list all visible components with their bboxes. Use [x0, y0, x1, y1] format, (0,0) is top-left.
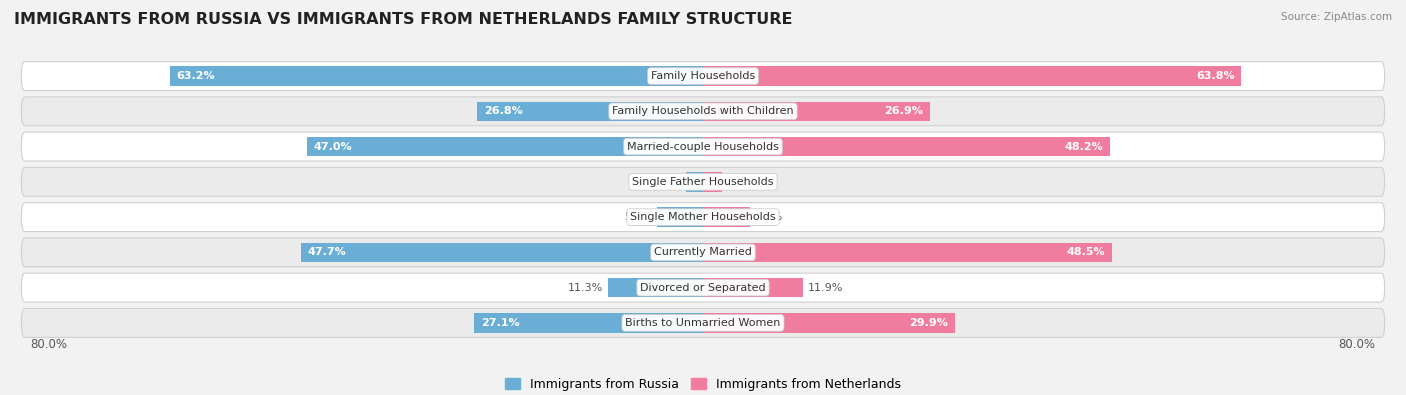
Text: 11.3%: 11.3%	[568, 283, 603, 293]
Bar	[703, 207, 751, 227]
Bar	[703, 137, 1109, 156]
Bar	[703, 243, 1112, 262]
Bar	[474, 313, 703, 333]
FancyBboxPatch shape	[21, 132, 1385, 161]
Text: 5.5%: 5.5%	[624, 212, 652, 222]
Text: 2.2%: 2.2%	[725, 177, 754, 187]
Text: 26.9%: 26.9%	[884, 106, 924, 116]
Bar	[477, 102, 703, 121]
Text: 29.9%: 29.9%	[910, 318, 949, 328]
Bar	[657, 207, 703, 227]
Text: Single Mother Households: Single Mother Households	[630, 212, 776, 222]
Text: 11.9%: 11.9%	[807, 283, 844, 293]
Text: 47.7%: 47.7%	[308, 247, 346, 258]
Bar	[703, 278, 803, 297]
FancyBboxPatch shape	[21, 203, 1385, 231]
FancyBboxPatch shape	[21, 308, 1385, 337]
FancyBboxPatch shape	[21, 62, 1385, 90]
Bar	[703, 102, 929, 121]
Text: Births to Unmarried Women: Births to Unmarried Women	[626, 318, 780, 328]
Text: Married-couple Households: Married-couple Households	[627, 141, 779, 152]
Text: 26.8%: 26.8%	[484, 106, 523, 116]
Text: Source: ZipAtlas.com: Source: ZipAtlas.com	[1281, 12, 1392, 22]
Text: 5.6%: 5.6%	[755, 212, 783, 222]
FancyBboxPatch shape	[21, 97, 1385, 126]
Bar	[703, 313, 955, 333]
FancyBboxPatch shape	[21, 273, 1385, 302]
Bar	[301, 243, 703, 262]
Text: 80.0%: 80.0%	[1339, 338, 1375, 351]
FancyBboxPatch shape	[21, 238, 1385, 267]
Text: 2.0%: 2.0%	[654, 177, 682, 187]
Text: Divorced or Separated: Divorced or Separated	[640, 283, 766, 293]
Text: 27.1%: 27.1%	[481, 318, 520, 328]
FancyBboxPatch shape	[21, 167, 1385, 196]
Bar	[307, 137, 703, 156]
Legend: Immigrants from Russia, Immigrants from Netherlands: Immigrants from Russia, Immigrants from …	[501, 374, 905, 395]
Bar	[703, 172, 721, 192]
Text: Family Households: Family Households	[651, 71, 755, 81]
Text: 63.8%: 63.8%	[1197, 71, 1234, 81]
Text: 48.5%: 48.5%	[1067, 247, 1105, 258]
Text: Family Households with Children: Family Households with Children	[612, 106, 794, 116]
Bar	[607, 278, 703, 297]
Text: 80.0%: 80.0%	[31, 338, 67, 351]
Text: IMMIGRANTS FROM RUSSIA VS IMMIGRANTS FROM NETHERLANDS FAMILY STRUCTURE: IMMIGRANTS FROM RUSSIA VS IMMIGRANTS FRO…	[14, 12, 793, 27]
Bar	[686, 172, 703, 192]
Bar	[703, 66, 1241, 86]
Text: Single Father Households: Single Father Households	[633, 177, 773, 187]
Bar	[170, 66, 703, 86]
Text: 48.2%: 48.2%	[1064, 141, 1102, 152]
Text: 63.2%: 63.2%	[177, 71, 215, 81]
Text: 47.0%: 47.0%	[314, 141, 352, 152]
Text: Currently Married: Currently Married	[654, 247, 752, 258]
